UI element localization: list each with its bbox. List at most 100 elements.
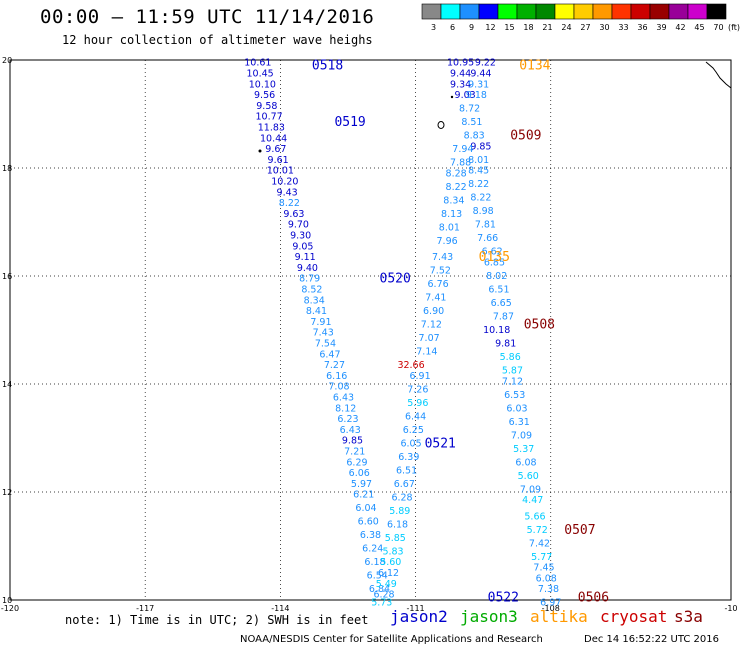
colorbar-swatch — [516, 3, 537, 20]
lon-tick-label: -114 — [271, 604, 289, 613]
wave-height-value: 6.51 — [396, 465, 417, 476]
colorbar-label: 45 — [694, 23, 704, 32]
wave-height-value: 6.16 — [326, 371, 347, 382]
wave-height-value: 6.97 — [540, 598, 561, 609]
lon-tick-label: -10 — [724, 604, 737, 613]
wave-height-value: 8.22 — [446, 182, 467, 193]
colorbar-label: 42 — [675, 23, 685, 32]
wave-height-value: 7.12 — [421, 320, 442, 331]
pass-label: 0509 — [510, 129, 541, 144]
wave-height-value: 5.60 — [518, 471, 539, 482]
footer-timestamp: Dec 14 16:52:22 UTC 2016 — [584, 634, 719, 645]
wave-height-value: 6.24 — [362, 544, 383, 555]
wave-height-value: 5.89 — [389, 506, 410, 517]
pass-label: 0519 — [334, 115, 365, 130]
lon-tick-label: -111 — [406, 604, 424, 613]
colorbar-label: 24 — [561, 23, 571, 32]
wave-height-value: 5.66 — [524, 511, 545, 522]
wave-height-value: 5.73 — [371, 598, 392, 609]
colorbar-label: 9 — [469, 23, 474, 32]
lat-tick-label: 10 — [2, 596, 12, 605]
lat-tick-label: 16 — [2, 272, 12, 281]
colorbar-swatch — [687, 3, 708, 20]
wave-height-value: 5.87 — [502, 366, 523, 377]
wave-height-value: 5.96 — [407, 398, 428, 409]
wave-height-value: 7.94 — [452, 144, 473, 155]
wave-height-value: 9.31 — [468, 79, 489, 90]
wave-height-value: 6.51 — [488, 285, 509, 296]
wave-height-value: 10.45 — [246, 69, 273, 80]
pass-label: 0135 — [479, 250, 510, 265]
wave-height-value: 6.84 — [369, 584, 390, 595]
wave-height-value: 6.06 — [349, 468, 370, 479]
lat-tick-label: 18 — [2, 164, 12, 173]
pass-label: 0506 — [578, 590, 609, 605]
wave-height-value: 8.72 — [459, 104, 480, 115]
pass-label: 0520 — [380, 272, 411, 287]
colorbar-label: 15 — [504, 23, 514, 32]
wave-height-value: 7.12 — [502, 376, 523, 387]
pass-label: 0134 — [519, 58, 550, 73]
wave-height-value: 9.85 — [342, 436, 363, 447]
wave-height-value: 10.18 — [483, 325, 510, 336]
wave-height-value: 6.91 — [409, 371, 430, 382]
lat-tick-label: 12 — [2, 488, 12, 497]
wave-height-value: 7.08 — [328, 382, 349, 393]
colorbar-label: 36 — [637, 23, 647, 32]
lon-tick-label: -117 — [136, 604, 154, 613]
wave-height-value: 6.18 — [364, 557, 385, 568]
wave-height-value: 5.85 — [385, 533, 406, 544]
colorbar-label: 30 — [599, 23, 609, 32]
colorbar-label: 6 — [450, 23, 455, 32]
pass-labels: 0518 0519 0520 0521 0522 0134 0135 0509 0508 0507… — [312, 58, 609, 605]
colorbar-label: 33 — [618, 23, 628, 32]
grid-lines — [10, 60, 731, 600]
wave-height-value: 8.28 — [446, 168, 467, 179]
colorbar: 3 6 9 12 15 18 21 24 27 30 33 36 39 42 45 70 (ft) — [421, 3, 740, 32]
axis-ticks: -120 -117 -114 -111 -108 -10 20 18 16 14 12 10 — [1, 56, 738, 613]
wave-height-value: 8.34 — [443, 195, 464, 206]
wave-height-value: 7.38 — [538, 584, 559, 595]
wave-height-value: 7.14 — [416, 347, 437, 358]
wave-height-value: 9.03 — [455, 90, 476, 101]
wave-height-value: 8.01 — [439, 222, 460, 233]
wave-height-value: 6.05 — [400, 438, 421, 449]
wave-height-value: 7.41 — [425, 293, 446, 304]
wave-height-value: 8.22 — [470, 193, 491, 204]
wave-height-value: 7.07 — [419, 333, 440, 344]
colorbar-unit: (ft) — [728, 23, 740, 32]
wave-height-value: 10.61 — [244, 58, 271, 69]
wave-height-value: 8.12 — [335, 403, 356, 414]
wave-height-value: 7.21 — [344, 447, 365, 458]
wave-height-value: 9.61 — [268, 155, 289, 166]
wave-height-value: 7.09 — [511, 430, 532, 441]
wave-height-value: 9.85 — [470, 141, 491, 152]
colorbar-swatch — [459, 3, 480, 20]
wave-height-value: 6.31 — [509, 417, 530, 428]
pass-label: 0522 — [488, 590, 519, 605]
wave-height-value: 7.43 — [313, 328, 334, 339]
wave-height-value: 9.58 — [256, 101, 277, 112]
wave-height-value: 5.60 — [380, 557, 401, 568]
wave-height-value: 5.97 — [351, 479, 372, 490]
pass-label: 0518 — [312, 58, 343, 73]
wave-height-value: 6.90 — [423, 306, 444, 317]
wave-height-value: 6.65 — [491, 298, 512, 309]
wave-height-value: 6.12 — [378, 568, 399, 579]
wave-height-value: 6.62 — [482, 247, 503, 258]
wave-height-value: 7.43 — [432, 252, 453, 263]
wave-height-value: 10.95 — [447, 58, 474, 69]
wave-height-value: 32.66 — [397, 360, 424, 371]
wave-height-value: 7.42 — [529, 538, 550, 549]
wave-height-value: 5.72 — [527, 525, 548, 536]
wave-height-values: 10.6110.4510.109.569.5810.7711.8310.449.… — [244, 58, 561, 609]
wave-height-value: 8.34 — [304, 295, 325, 306]
lat-tick-label: 14 — [2, 380, 12, 389]
colorbar-label: 3 — [431, 23, 436, 32]
wave-height-value: 6.43 — [340, 425, 361, 436]
wave-height-value: 7.27 — [324, 360, 345, 371]
wave-height-value: 8.51 — [461, 117, 482, 128]
wave-height-value: 6.21 — [353, 490, 374, 501]
wave-height-value: 9.70 — [288, 220, 309, 231]
map-title: 00:00 – 11:59 UTC 11/14/2016 — [40, 6, 375, 28]
